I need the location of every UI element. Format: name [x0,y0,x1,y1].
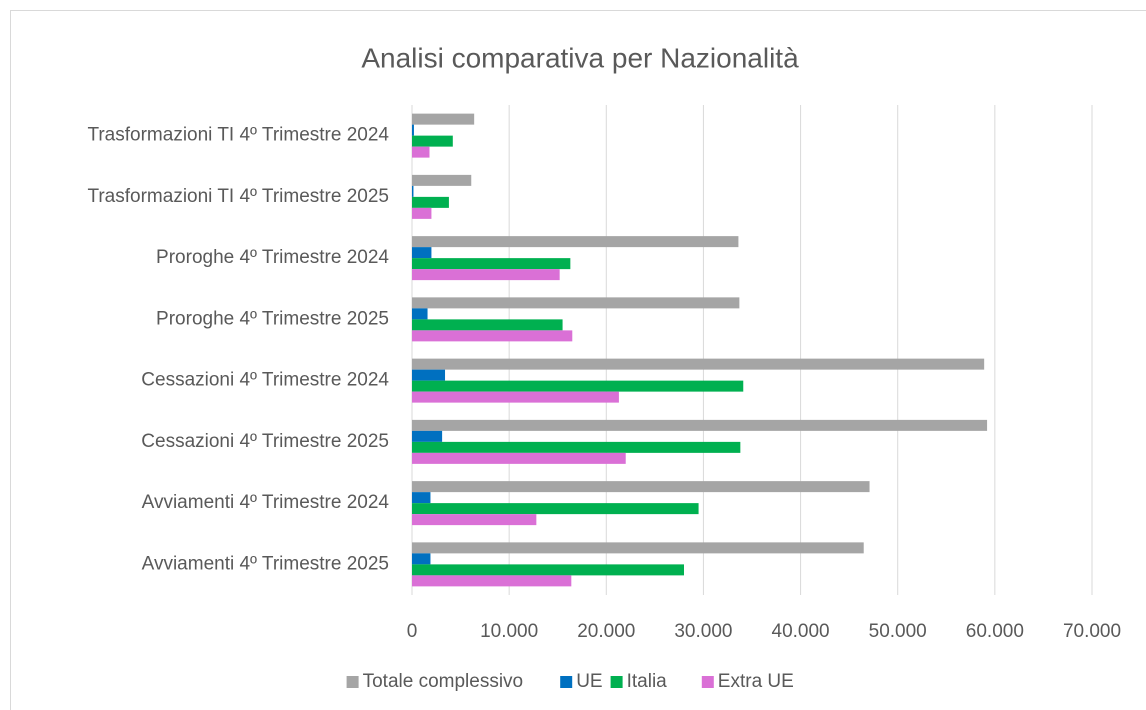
y-tick-label: Cessazioni 4º Trimestre 2025 [141,431,389,452]
legend-swatch [701,676,714,688]
legend-label: UE [576,671,602,692]
x-tick-label: 50.000 [869,621,927,642]
x-tick-label: 0 [407,621,418,642]
legend-swatch [560,676,573,688]
y-tick-label: Trasformazioni TI 4º Trimestre 2025 [87,186,389,207]
y-tick-label: Cessazioni 4º Trimestre 2024 [141,370,389,391]
bar [412,564,684,576]
bar [412,236,739,248]
legend-label: Totale complessivo [363,671,524,692]
x-tick-label: 70.000 [1063,621,1121,642]
y-tick-label: Avviamenti 4º Trimestre 2025 [142,553,389,574]
bar [412,391,619,403]
bar [412,124,414,136]
y-tick-label: Trasformazioni TI 4º Trimestre 2024 [87,125,389,146]
legend-label: Extra UE [718,671,794,692]
bar [412,247,432,259]
chart-title: Analisi comparativa per Nazionalità [361,42,799,73]
x-tick-label: 60.000 [966,621,1024,642]
bar [412,369,446,381]
bar [412,297,740,309]
chart-border [10,10,1146,710]
legend-label: Italia [627,671,668,692]
bar [412,319,563,331]
bar [412,113,475,125]
bar [412,207,432,219]
legend-swatch [610,676,623,688]
bar [412,196,449,208]
legend-swatch [346,676,359,688]
bar [412,481,870,493]
bar [412,135,453,147]
bar [412,330,573,342]
bar [412,258,571,270]
bar [412,503,699,515]
bar [412,430,443,442]
bar [412,452,626,464]
bar [412,308,428,320]
bar [412,269,560,281]
bar [412,575,572,587]
x-tick-label: 40.000 [772,621,830,642]
bar [412,492,431,504]
x-tick-label: 10.000 [480,621,538,642]
bar [412,146,430,158]
bar [412,553,431,565]
x-tick-label: 20.000 [577,621,635,642]
bar [412,358,985,370]
bar [412,514,537,526]
bar [412,441,741,453]
y-tick-label: Avviamenti 4º Trimestre 2024 [142,492,390,513]
y-tick-label: Proroghe 4º Trimestre 2024 [156,247,389,268]
x-tick-label: 30.000 [674,621,732,642]
bar [412,419,988,431]
y-tick-label: Proroghe 4º Trimestre 2025 [156,308,389,329]
bar [412,380,744,392]
bar [412,174,472,186]
bar [412,542,864,554]
bar [412,185,414,197]
